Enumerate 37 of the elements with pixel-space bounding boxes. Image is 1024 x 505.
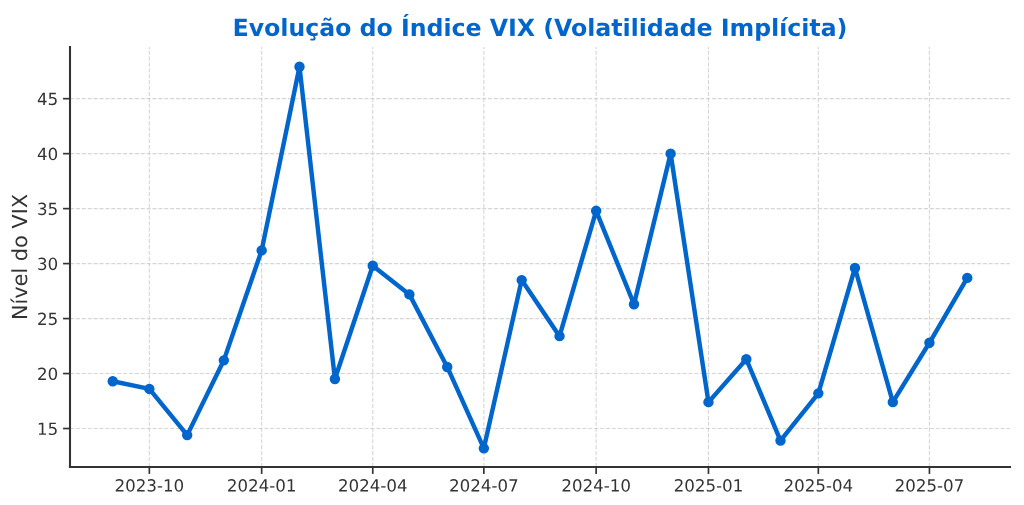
x-tick-label: 2025-07 [895,479,963,492]
y-tick-label: 20 [38,367,58,381]
x-tick-label: 2024-04 [339,479,407,492]
point [962,272,973,284]
point [924,337,935,348]
point [478,443,490,454]
y-axis-title: Nível do VIX [10,194,28,319]
point [218,355,230,366]
point [813,388,824,399]
point [256,245,267,256]
point [404,289,415,300]
point [329,373,341,385]
x-tick-label: 2025-04 [784,479,853,492]
point [144,383,155,395]
x-tick-label: 2024-07 [450,479,518,492]
point [516,274,527,286]
x-tick-label: 2024-10 [562,479,630,492]
y-tick-label: 25 [38,312,57,326]
x-tick-label: 2025-01 [674,479,742,492]
point [181,429,193,441]
y-tick-label: 15 [38,422,57,436]
point [703,396,714,408]
point [367,260,378,272]
x-tick-label: 2023-10 [115,479,184,492]
chart-title: Evolução do Índice VIX (Volatilidade Implícita) [234,14,846,41]
y-tick-label: 35 [38,202,57,216]
point [628,299,640,310]
y-tick-label: 40 [37,147,58,161]
point [741,354,752,365]
point [442,361,453,373]
point [665,148,676,159]
y-tick-label: 45 [37,92,57,106]
y-tick-label: 30 [38,257,58,271]
point [775,435,786,446]
x-tick-label: 2024-01 [228,479,295,492]
point [294,61,305,72]
point [107,376,118,387]
